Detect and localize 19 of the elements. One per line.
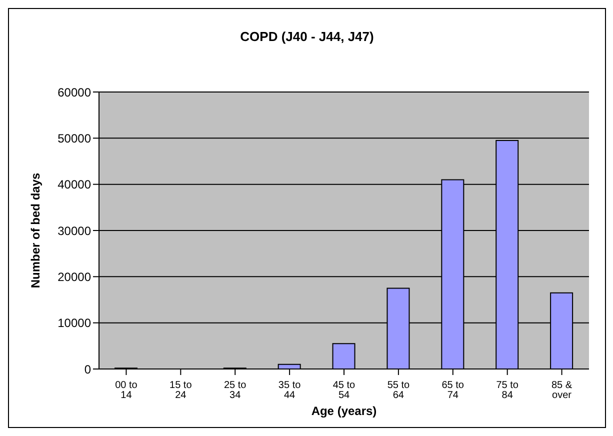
y-tick-label: 20000 xyxy=(58,270,92,284)
x-tick-label: 35 to 44 xyxy=(278,380,302,402)
chart-title: COPD (J40 - J44, J47) xyxy=(239,29,375,44)
y-tick-label: 60000 xyxy=(58,85,92,100)
x-tick-label: 00 to 14 xyxy=(115,380,138,402)
x-tick-label: 15 to 24 xyxy=(170,380,192,402)
x-tick-label: 45 to 54 xyxy=(332,380,356,402)
x-tick-label: 65 to 74 xyxy=(442,380,464,402)
y-tick-label: 50000 xyxy=(58,131,92,146)
x-axis-title: Age (years) xyxy=(311,404,377,418)
y-tick-label: 10000 xyxy=(58,316,92,330)
x-tick-label: 75 to 84 xyxy=(496,380,519,402)
x-tick-label: 25 to 34 xyxy=(224,380,247,402)
y-axis-title: Number of bed days xyxy=(28,172,42,288)
y-tick-label: 0 xyxy=(84,362,92,376)
x-tick-label: 85 & over xyxy=(551,380,572,402)
y-tick-label: 40000 xyxy=(58,178,92,192)
x-tick-label: 55 to 64 xyxy=(387,380,410,402)
y-tick-label: 30000 xyxy=(58,224,92,238)
